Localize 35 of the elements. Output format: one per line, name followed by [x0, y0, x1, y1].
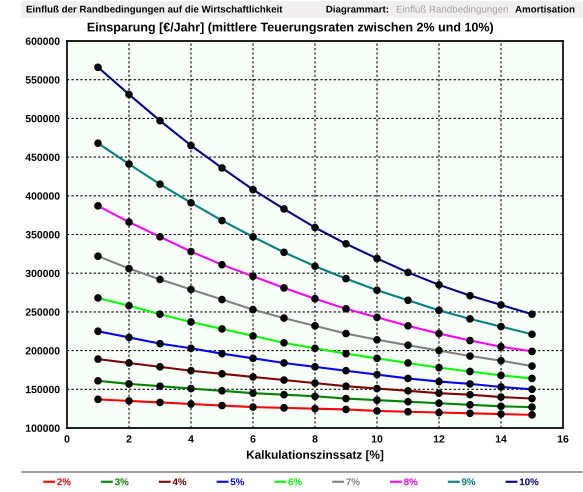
- x-tick-label: 10: [372, 435, 382, 443]
- x-tick-label: 14: [496, 435, 507, 442]
- legend-label: 6%: [288, 478, 302, 486]
- x-tick-label: 6: [250, 435, 256, 443]
- chart-title: Einsparung [€/Jahr] (mittlere Teuerungsraten zwischen 2% und 10%): [88, 22, 494, 34]
- x-tick-label: 2: [126, 435, 132, 442]
- x-tick-label: 0: [64, 435, 70, 443]
- legend-label: 8%: [404, 478, 418, 486]
- text: Amortisation: [515, 5, 574, 13]
- legend-label: 5%: [230, 478, 244, 486]
- y-tick-label: 350000: [26, 231, 60, 238]
- y-tick-label: 600000: [26, 38, 60, 45]
- legend-label: 9%: [462, 478, 476, 486]
- text: Diagrammart:: [326, 5, 388, 15]
- x-tick-label: 12: [434, 435, 444, 442]
- legend-label: 3%: [114, 478, 128, 486]
- legend-label: 2%: [57, 478, 71, 486]
- y-tick-label: 500000: [26, 114, 60, 122]
- x-tick-label: 8: [312, 435, 318, 443]
- y-tick-label: 150000: [26, 386, 60, 394]
- x-axis-title: Kalkulationszinssatz [%]: [246, 450, 384, 462]
- legend-label: 10%: [520, 478, 538, 486]
- y-tick-label: 300000: [26, 270, 60, 278]
- text: Einfluß der Randbedingungen auf die Wirtschaftlichkeit: [26, 5, 282, 15]
- x-tick-label: 4: [188, 435, 194, 442]
- x-tick-label: 16: [558, 435, 568, 443]
- y-tick-label: 200000: [26, 347, 60, 354]
- y-tick-label: 450000: [25, 154, 60, 161]
- y-tick-label: 100000: [26, 424, 60, 432]
- legend-label: 7%: [346, 478, 360, 486]
- y-tick-label: 250000: [26, 308, 60, 316]
- y-tick-label: 550000: [26, 76, 60, 84]
- text: Einfluß Randbedingungen: [396, 5, 508, 15]
- y-tick-label: 400000: [25, 192, 60, 200]
- legend-label: 4%: [172, 478, 186, 486]
